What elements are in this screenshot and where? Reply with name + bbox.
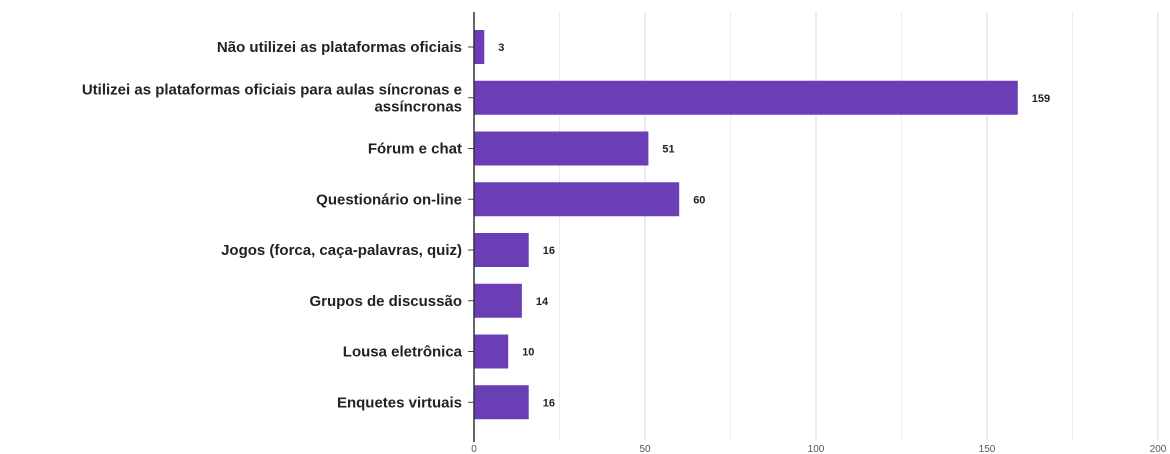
bar bbox=[474, 131, 649, 166]
bar bbox=[474, 233, 529, 267]
category-label: assíncronas bbox=[374, 98, 462, 115]
category-label: Não utilizei as plataformas oficiais bbox=[217, 39, 462, 56]
data-label: 10 bbox=[522, 347, 534, 359]
data-label: 60 bbox=[693, 194, 705, 206]
category-label: Questionário on-line bbox=[316, 191, 462, 208]
x-tick-label: 200 bbox=[1150, 444, 1167, 454]
x-tick-label: 0 bbox=[471, 444, 477, 454]
bar bbox=[474, 334, 509, 369]
category-label: Utilizei as plataformas oficiais para au… bbox=[82, 81, 462, 98]
category-label: Grupos de discussão bbox=[309, 293, 462, 310]
bar bbox=[474, 385, 529, 420]
bar bbox=[474, 182, 680, 217]
data-label: 159 bbox=[1032, 93, 1050, 105]
data-label: 3 bbox=[498, 42, 504, 54]
x-tick-label: 50 bbox=[639, 444, 651, 454]
category-label: Enquetes virtuais bbox=[337, 394, 462, 411]
x-tick-label: 100 bbox=[808, 444, 825, 454]
bars bbox=[474, 30, 1018, 420]
bar bbox=[474, 80, 1018, 115]
category-label: Lousa eletrônica bbox=[343, 344, 463, 361]
bar bbox=[474, 30, 485, 64]
labels: Não utilizei as plataformas oficiais 3 Uti… bbox=[82, 39, 1167, 454]
x-tick-label: 150 bbox=[979, 444, 996, 454]
gridlines bbox=[559, 12, 1159, 440]
axes bbox=[468, 12, 475, 442]
bar bbox=[474, 283, 522, 318]
data-label: 14 bbox=[536, 296, 549, 308]
data-label: 16 bbox=[543, 397, 555, 409]
category-label: Jogos (forca, caça-palavras, quiz) bbox=[221, 242, 462, 259]
data-label: 51 bbox=[662, 144, 674, 156]
category-label: Fórum e chat bbox=[368, 141, 462, 158]
data-label: 16 bbox=[543, 245, 555, 257]
